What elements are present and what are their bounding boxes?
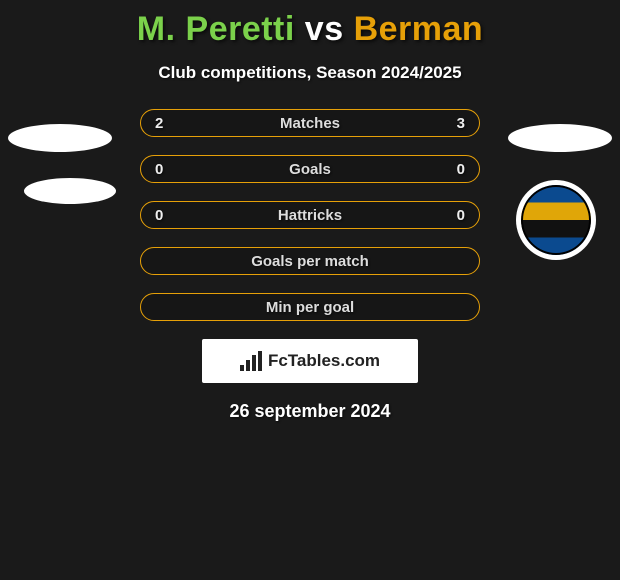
page-title: M. Peretti vs Berman	[0, 0, 620, 49]
stat-value-b: 0	[457, 156, 465, 182]
stat-bar-min-per-goal: Min per goal	[140, 293, 480, 321]
stat-label: Matches	[280, 115, 340, 132]
title-player-b: Berman	[354, 10, 484, 48]
stat-label: Goals	[289, 161, 331, 178]
date-label: 26 september 2024	[0, 401, 620, 422]
stat-bar-goals-per-match: Goals per match	[140, 247, 480, 275]
title-player-a: M. Peretti	[137, 10, 295, 48]
stat-bar-matches: Matches 2 3	[140, 109, 480, 137]
stat-label: Hattricks	[278, 207, 342, 224]
club-badge-inner	[521, 185, 591, 255]
stat-value-b: 3	[457, 110, 465, 136]
stat-value-a: 2	[155, 110, 163, 136]
stat-value-a: 0	[155, 156, 163, 182]
stat-value-b: 0	[457, 202, 465, 228]
subtitle: Club competitions, Season 2024/2025	[0, 63, 620, 83]
stat-label: Min per goal	[266, 299, 354, 316]
bar-chart-icon	[240, 351, 262, 371]
avatar-placeholder-b1	[508, 124, 612, 152]
stat-label: Goals per match	[251, 253, 369, 270]
brand-box: FcTables.com	[202, 339, 418, 383]
club-badge	[516, 180, 596, 260]
comparison-infographic: M. Peretti vs Berman Club competitions, …	[0, 0, 620, 580]
stat-bar-hattricks: Hattricks 0 0	[140, 201, 480, 229]
stat-bar-goals: Goals 0 0	[140, 155, 480, 183]
avatar-placeholder-a1	[8, 124, 112, 152]
title-vs: vs	[305, 10, 344, 48]
avatar-placeholder-a2	[24, 178, 116, 204]
stat-value-a: 0	[155, 202, 163, 228]
brand-text: FcTables.com	[268, 351, 380, 371]
